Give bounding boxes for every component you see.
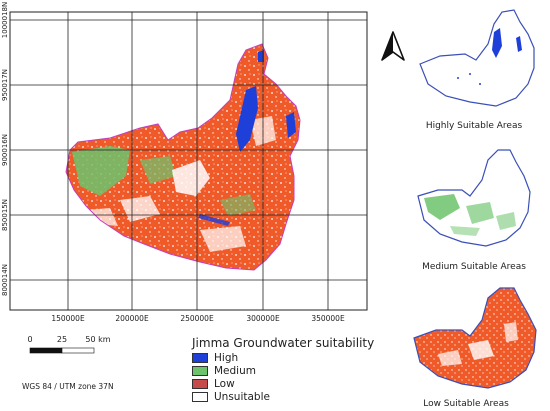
legend-label: Low	[214, 378, 235, 390]
x-tick-label: 300000E	[246, 314, 280, 323]
legend-item-low: Low	[192, 378, 235, 390]
scale-label: 0	[27, 335, 32, 344]
x-tick-label: 200000E	[115, 314, 149, 323]
main-map: 150000E 200000E 250000E 300000E 350000E …	[1, 2, 368, 323]
inset-map-high	[419, 9, 535, 107]
legend-swatch	[192, 392, 208, 402]
x-tick-label: 150000E	[51, 314, 85, 323]
legend-swatch	[192, 366, 208, 376]
legend-swatch	[192, 353, 208, 363]
scale-label: 50 km	[85, 335, 110, 344]
y-tick-label: 850015N	[1, 199, 9, 231]
inset-map-low	[413, 287, 537, 389]
inset-caption-low: Low Suitable Areas	[423, 399, 509, 409]
inset-map-medium	[417, 149, 531, 247]
y-tick-label: 1000018N	[1, 2, 9, 38]
legend-label: High	[214, 352, 239, 364]
x-tick-label: 250000E	[180, 314, 214, 323]
x-tick-label: 350000E	[311, 314, 345, 323]
north-arrow-icon	[381, 31, 405, 61]
legend-item-unsuitable: Unsuitable	[192, 391, 270, 403]
inset-caption-medium: Medium Suitable Areas	[422, 262, 526, 272]
legend-label: Unsuitable	[214, 391, 270, 403]
inset-caption-high: Highly Suitable Areas	[425, 121, 523, 131]
legend-swatch	[192, 379, 208, 389]
y-tick-label: 900016N	[1, 134, 9, 166]
legend-label: Medium	[214, 365, 256, 377]
legend-item-medium: Medium	[192, 365, 256, 377]
legend-title: Jimma Groundwater suitability	[192, 336, 375, 350]
y-tick-label: 950017N	[1, 69, 9, 101]
scale-label: 25	[57, 335, 67, 344]
crs-label: WGS 84 / UTM zone 37N	[22, 382, 114, 391]
y-tick-label: 800014N	[1, 264, 9, 296]
map-grid	[10, 12, 367, 310]
legend-item-high: High	[192, 352, 238, 364]
scale-bar: 0 25 50 km	[27, 335, 111, 354]
